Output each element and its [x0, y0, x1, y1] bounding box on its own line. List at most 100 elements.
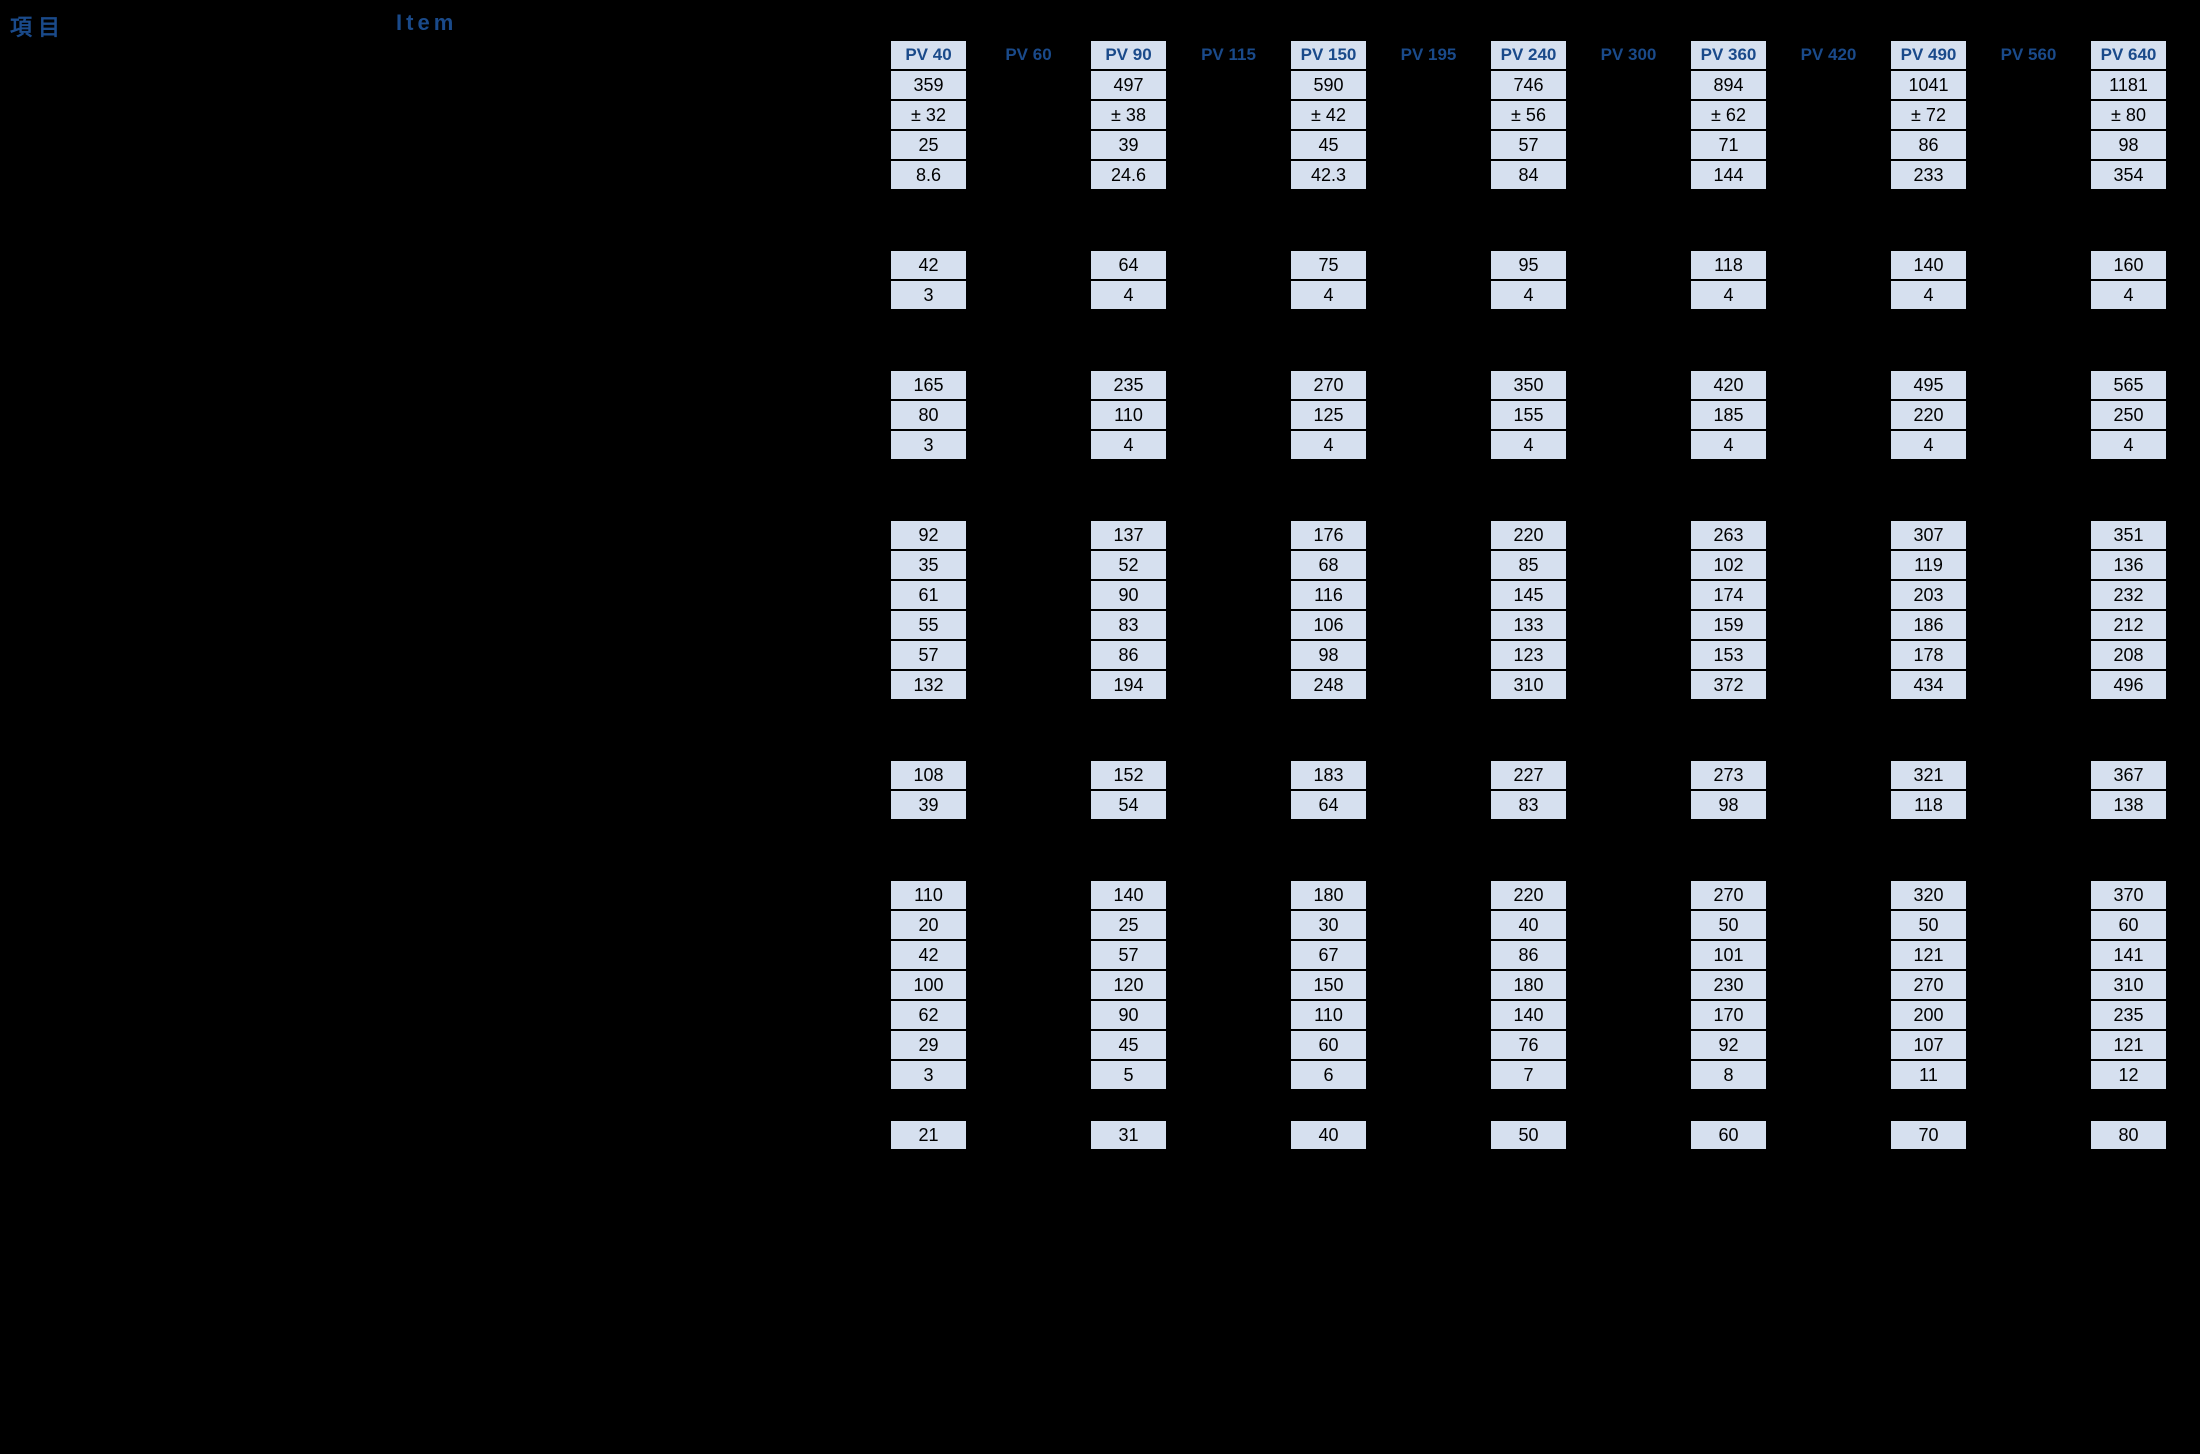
block-gap	[890, 820, 2190, 880]
table-row: 5583106133159186212	[890, 610, 2190, 640]
spacer	[1190, 760, 1267, 790]
table-cell: 145	[1490, 580, 1567, 610]
table-cell: 4	[1890, 430, 1967, 460]
spacer	[1990, 580, 2067, 610]
table-cell: 310	[1490, 670, 1567, 700]
spacer	[1990, 910, 2067, 940]
table-cell: 176	[1290, 520, 1367, 550]
spacer	[1990, 610, 2067, 640]
table-cell: 83	[1490, 790, 1567, 820]
spacer	[1790, 610, 1867, 640]
table-cell: 35	[890, 550, 967, 580]
table-cell: 125	[1290, 400, 1367, 430]
table-cell: 25	[890, 130, 967, 160]
column-label: PV 300	[1590, 40, 1667, 70]
spacer	[1190, 70, 1267, 100]
spacer	[1790, 640, 1867, 670]
table-cell: 565	[2090, 370, 2167, 400]
spacer	[990, 400, 1067, 430]
table-cell: 160	[2090, 250, 2167, 280]
table-cell: 232	[2090, 580, 2167, 610]
spacer	[1390, 640, 1467, 670]
spacer	[1190, 610, 1267, 640]
table-cell: 270	[1290, 370, 1367, 400]
spacer	[1990, 760, 2067, 790]
spacer	[1790, 670, 1867, 700]
table-cell: ± 72	[1890, 100, 1967, 130]
table-cell: 152	[1090, 760, 1167, 790]
spacer	[1790, 940, 1867, 970]
spacer	[990, 640, 1067, 670]
spacer	[1190, 1120, 1267, 1150]
table-cell: 307	[1890, 520, 1967, 550]
spacer	[1390, 280, 1467, 310]
spacer	[1190, 1060, 1267, 1090]
spacer	[1590, 1060, 1667, 1090]
spacer	[1990, 430, 2067, 460]
spacer	[1390, 610, 1467, 640]
spacer	[990, 670, 1067, 700]
table-cell: 45	[1090, 1030, 1167, 1060]
spacer	[990, 1030, 1067, 1060]
spacer	[1190, 1030, 1267, 1060]
spacer	[1590, 1030, 1667, 1060]
table-cell: 153	[1690, 640, 1767, 670]
table-cell: 497	[1090, 70, 1167, 100]
table-cell: 119	[1890, 550, 1967, 580]
table-cell: 220	[1490, 520, 1567, 550]
spacer	[1790, 130, 1867, 160]
column-label: PV 560	[1990, 40, 2067, 70]
spacer	[1790, 760, 1867, 790]
spacer	[1190, 520, 1267, 550]
table-cell: 4	[1490, 280, 1567, 310]
spacer	[1990, 520, 2067, 550]
column-header: PV 360	[1690, 40, 1767, 70]
table-cell: 138	[2090, 790, 2167, 820]
table-cell: 5	[1090, 1060, 1167, 1090]
table-cell: 4	[1290, 280, 1367, 310]
table-cell: 155	[1490, 400, 1567, 430]
block-gap	[890, 190, 2190, 250]
table-row: 100120150180230270310	[890, 970, 2190, 1000]
table-cell: 250	[2090, 400, 2167, 430]
table-cell: 20	[890, 910, 967, 940]
spacer	[1390, 580, 1467, 610]
spacer	[1590, 250, 1667, 280]
column-label: PV 195	[1390, 40, 1467, 70]
table-cell: 3	[890, 1060, 967, 1090]
table-cell: 4	[2090, 430, 2167, 460]
table-cell: 110	[890, 880, 967, 910]
spacer	[990, 1120, 1067, 1150]
table-cell: 372	[1690, 670, 1767, 700]
spacer	[1190, 970, 1267, 1000]
table-row: 8.624.642.384144233354	[890, 160, 2190, 190]
spacer	[1590, 550, 1667, 580]
spacer	[1590, 520, 1667, 550]
table-cell: 90	[1090, 1000, 1167, 1030]
table-cell: 420	[1690, 370, 1767, 400]
table-cell: 86	[1090, 640, 1167, 670]
spacer	[1990, 280, 2067, 310]
table-cell: 121	[1890, 940, 1967, 970]
table-cell: 4	[1890, 280, 1967, 310]
table-cell: 233	[1890, 160, 1967, 190]
spacer	[1390, 790, 1467, 820]
spacer	[1390, 430, 1467, 460]
spacer	[1990, 640, 2067, 670]
table-cell: 42.3	[1290, 160, 1367, 190]
column-label: PV 420	[1790, 40, 1867, 70]
spacer	[1790, 370, 1867, 400]
spacer	[1590, 1120, 1667, 1150]
table-cell: 90	[1090, 580, 1167, 610]
table-cell: 108	[890, 760, 967, 790]
table-cell: 86	[1890, 130, 1967, 160]
table-cell: 350	[1490, 370, 1567, 400]
table-cell: 208	[2090, 640, 2167, 670]
spacer	[990, 520, 1067, 550]
table-cell: 137	[1090, 520, 1167, 550]
table-cell: 118	[1690, 250, 1767, 280]
spacer	[1590, 790, 1667, 820]
table-cell: 83	[1090, 610, 1167, 640]
spacer	[1190, 580, 1267, 610]
spacer	[990, 580, 1067, 610]
